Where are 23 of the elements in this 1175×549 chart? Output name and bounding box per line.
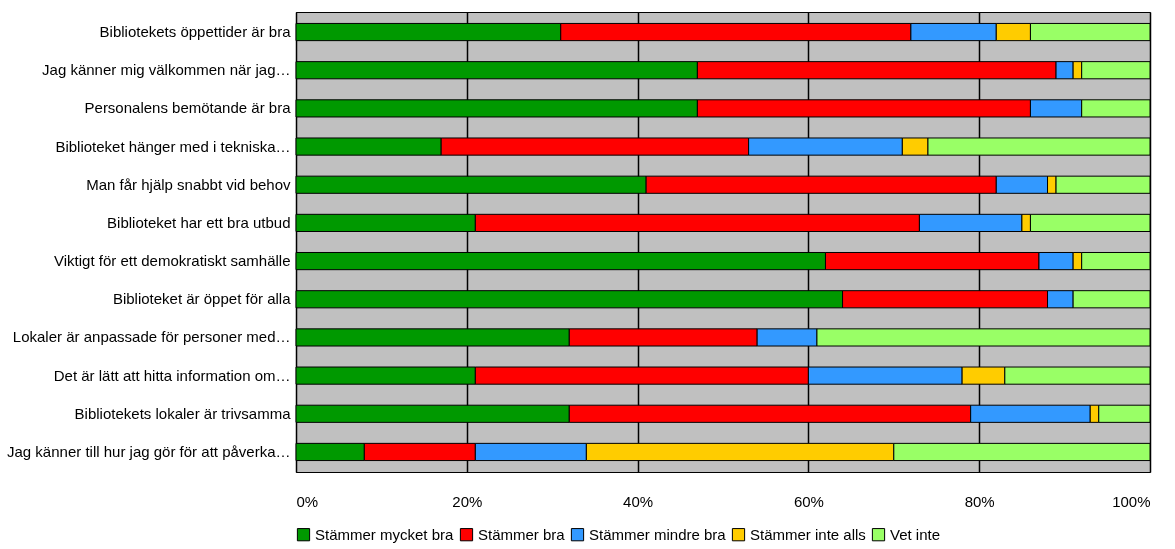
y-tick-label: Viktigt för ett demokratiskt samhälle (54, 252, 291, 270)
y-tick-label: Lokaler är anpassade för personer med… (12, 328, 291, 346)
legend-label: Stämmer inte alls (750, 525, 866, 543)
x-tick-label: 60% (793, 492, 824, 510)
legend-label: Vet inte (890, 525, 941, 543)
y-tick-label: Personalens bemötande är bra (84, 99, 292, 117)
y-tick-label: Jag känner till hur jag gör för att påverka… (7, 442, 291, 460)
y-tick-label: Biblioteket har ett bra utbud (107, 213, 291, 231)
y-tick-label: Biblioteket hänger med i tekniska… (55, 137, 291, 155)
y-tick-label: Jag känner mig välkommen när jag… (42, 61, 291, 79)
x-tick-label: 80% (964, 492, 995, 510)
legend-label: Stämmer mindre bra (589, 525, 727, 543)
y-tick-label: Bibliotekets öppettider är bra (99, 23, 292, 41)
y-tick-label: Bibliotekets lokaler är trivsamma (74, 404, 292, 422)
x-tick-label: 20% (452, 492, 483, 510)
y-tick-label: Det är lätt att hitta information om… (53, 366, 291, 384)
y-tick-label: Man får hjälp snabbt vid behov (86, 175, 291, 193)
legend-label: Stämmer bra (478, 525, 566, 543)
legend-label: Stämmer mycket bra (315, 525, 455, 543)
x-tick-label: 100% (1112, 492, 1151, 510)
x-tick-label: 40% (623, 492, 654, 510)
y-tick-label: Biblioteket är öppet för alla (112, 290, 292, 308)
x-tick-label: 0% (296, 492, 319, 510)
